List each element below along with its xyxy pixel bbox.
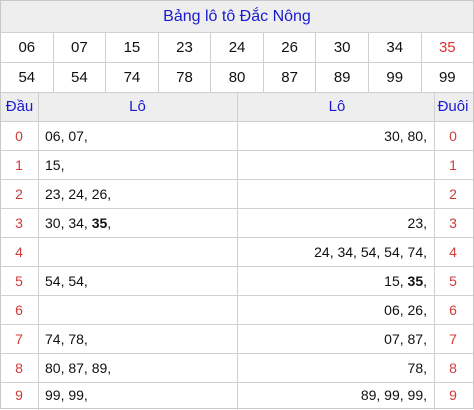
numbers-row-2: 54 54 74 78 80 87 89 99 99: [1, 63, 473, 93]
lo-right-cell: 24, 34, 54, 54, 74,: [314, 244, 427, 260]
number-cell: 07: [54, 33, 107, 62]
dau-cell: 7: [15, 331, 23, 347]
dau-cell: 1: [15, 157, 23, 173]
numbers-row-1: 06 07 15 23 24 26 30 34 35: [1, 33, 473, 63]
header-lo-left: Lô: [129, 98, 146, 115]
table-row: 5 54, 54, 15, 35, 5: [1, 267, 473, 296]
number-cell: 54: [1, 63, 54, 92]
lo-right-cell: 89, 99, 99,: [360, 387, 427, 403]
duoi-cell: 5: [449, 273, 457, 289]
column-divider: [38, 93, 39, 410]
dau-cell: 9: [15, 387, 23, 403]
number-cell: 78: [159, 63, 212, 92]
lo-left-cell: 06, 07,: [45, 128, 88, 144]
dau-cell: 4: [15, 244, 23, 260]
table-row: 0 06, 07, 30, 80, 0: [1, 122, 473, 151]
header-duoi: Đuôi: [437, 98, 469, 115]
number-cell: 24: [211, 33, 264, 62]
lo-value-highlight: 35: [407, 273, 424, 289]
table-row: 2 23, 24, 26, 2: [1, 180, 473, 209]
lo-value-suffix: ,: [423, 273, 427, 289]
dau-cell: 3: [15, 215, 23, 231]
number-cell: 15: [106, 33, 159, 62]
number-cell: 89: [316, 63, 369, 92]
number-cell: 74: [106, 63, 159, 92]
duoi-cell: 7: [449, 331, 457, 347]
table-row: 7 74, 78, 07, 87, 7: [1, 325, 473, 354]
lo-left-cell: 54, 54,: [45, 273, 88, 289]
table-title: Bảng lô tô Đắc Nông: [1, 1, 473, 33]
duoi-cell: 1: [449, 157, 457, 173]
number-cell-highlight: 35: [438, 39, 456, 56]
table-row: 4 24, 34, 54, 54, 74, 4: [1, 238, 473, 267]
duoi-cell: 8: [449, 360, 457, 376]
table-row: 3 30, 34, 35, 23, 3: [1, 209, 473, 238]
table-row: 1 15, 1: [1, 151, 473, 180]
lo-value-highlight: 35: [91, 215, 108, 231]
number-cell: 23: [159, 33, 212, 62]
number-cell: 99: [369, 63, 422, 92]
table-row: 9 99, 99, 89, 99, 99, 9: [1, 381, 473, 409]
lo-right-cell: 06, 26,: [384, 302, 427, 318]
number-cell: 54: [54, 63, 107, 92]
number-cell: 99: [438, 69, 456, 86]
header-dau: Đầu: [5, 98, 34, 115]
duoi-cell: 6: [449, 302, 457, 318]
lo-right-cell: 23,: [407, 215, 427, 231]
lo-right-cell: 15, 35,: [384, 267, 427, 295]
number-cell: 26: [264, 33, 317, 62]
column-divider: [434, 93, 435, 410]
table-row: 8 80, 87, 89, 78, 8: [1, 354, 473, 383]
column-divider: [237, 93, 238, 410]
dau-cell: 6: [15, 302, 23, 318]
lo-right-cell: 30, 80,: [384, 128, 427, 144]
lo-left-cell: 23, 24, 26,: [45, 186, 112, 202]
table-row: 6 06, 26, 6: [1, 296, 473, 325]
number-cell: 87: [264, 63, 317, 92]
duoi-cell: 0: [449, 128, 457, 144]
lo-right-cell: 78,: [407, 360, 427, 376]
lo-value-suffix: ,: [107, 215, 112, 231]
dau-cell: 8: [15, 360, 23, 376]
number-cell: 80: [211, 63, 264, 92]
lo-value: 15,: [384, 273, 408, 289]
header-lo-right: Lô: [328, 98, 346, 115]
duoi-cell: 9: [449, 387, 457, 403]
dau-cell: 2: [15, 186, 23, 202]
number-cell: 06: [1, 33, 54, 62]
lo-left-cell: 99, 99,: [45, 387, 88, 403]
lo-left-cell: 30, 34, 35,: [45, 209, 111, 237]
duoi-cell: 3: [449, 215, 457, 231]
dau-cell: 0: [15, 128, 23, 144]
dau-cell: 5: [15, 273, 23, 289]
duoi-cell: 2: [449, 186, 457, 202]
lo-right-cell: 07, 87,: [384, 331, 427, 347]
duoi-cell: 4: [449, 244, 457, 260]
lo-left-cell: 15,: [45, 157, 65, 173]
lo-left-cell: 80, 87, 89,: [45, 360, 112, 376]
number-cell: 34: [369, 33, 422, 62]
lo-value: 30, 34,: [45, 215, 92, 231]
lo-left-cell: 74, 78,: [45, 331, 88, 347]
number-cell: 30: [316, 33, 369, 62]
